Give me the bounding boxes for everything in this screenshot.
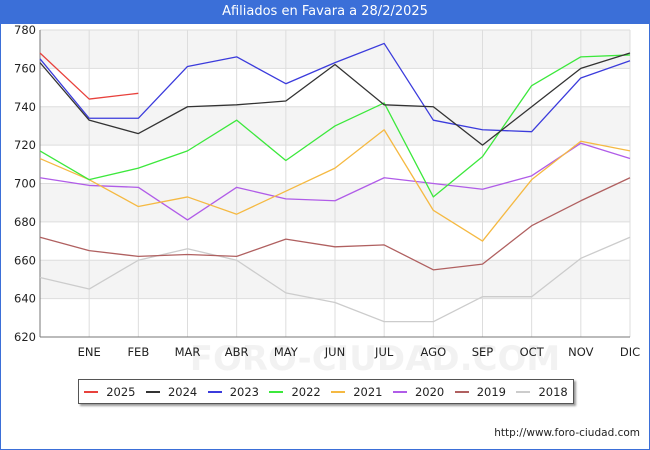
- series-line-2020: [39, 142, 631, 221]
- legend-swatch: [145, 390, 160, 393]
- legend-item-2020: 2020: [392, 384, 445, 399]
- x-tick-label: JUL: [374, 345, 394, 359]
- chart-title: Afiliados en Favara a 28/2/2025: [0, 0, 650, 24]
- legend-label: 2024: [167, 384, 198, 399]
- x-tick-label: ENE: [78, 345, 101, 359]
- x-tick-label: AGO: [421, 345, 447, 359]
- x-tick-label: ABR: [225, 345, 249, 359]
- y-tick-label: 660: [14, 253, 36, 267]
- legend-swatch: [516, 390, 531, 393]
- legend-label: 2020: [414, 384, 445, 399]
- x-tick-label: OCT: [520, 345, 545, 359]
- series-line-2023: [39, 42, 631, 133]
- legend-swatch: [207, 390, 222, 393]
- legend-label: 2025: [106, 384, 136, 399]
- y-tick-label: 700: [14, 177, 36, 191]
- legend-item-2019: 2019: [454, 384, 507, 399]
- x-tick-label: MAY: [274, 345, 299, 359]
- legend-item-2024: 2024: [145, 384, 198, 399]
- legend-label: 2022: [291, 384, 321, 399]
- legend-item-2022: 2022: [269, 384, 321, 399]
- legend-item-2025: 2025: [84, 384, 136, 399]
- x-tick-label: JUN: [324, 345, 345, 359]
- y-tick-label: 620: [14, 330, 36, 344]
- series-line-2021: [39, 129, 631, 242]
- series-line-2019: [39, 177, 631, 271]
- x-tick-label: MAR: [175, 345, 201, 359]
- y-tick-label: 720: [14, 138, 36, 152]
- legend-swatch: [331, 390, 346, 393]
- series-line-2018: [39, 236, 631, 323]
- x-tick-label: SEP: [472, 345, 494, 359]
- legend-swatch: [454, 390, 469, 393]
- y-tick-label: 740: [14, 100, 36, 114]
- footer-url: http://www.foro-ciudad.com: [494, 427, 640, 439]
- legend-label: 2021: [353, 384, 383, 399]
- x-tick-label: DIC: [620, 345, 640, 359]
- y-tick-label: 640: [14, 292, 36, 306]
- legend-label: 2018: [538, 384, 568, 399]
- series-line-2024: [39, 52, 631, 146]
- y-tick-label: 680: [14, 215, 36, 229]
- legend-swatch: [84, 390, 99, 393]
- legend-swatch: [392, 390, 407, 393]
- legend-item-2023: 2023: [207, 384, 260, 399]
- chart-legend: 2025 2024 2023 2022 2021 2020 2019 2018: [78, 379, 574, 404]
- y-tick-label: 780: [14, 23, 36, 37]
- watermark: FORO-CIUDAD.COM: [190, 339, 561, 379]
- x-tick-label: FEB: [127, 345, 149, 359]
- legend-label: 2023: [229, 384, 260, 399]
- legend-label: 2019: [476, 384, 507, 399]
- x-tick-label: NOV: [568, 345, 593, 359]
- y-tick-label: 760: [14, 61, 36, 75]
- series-line-2025: [39, 52, 139, 100]
- legend-item-2021: 2021: [331, 384, 383, 399]
- series-line-2022: [39, 54, 631, 198]
- legend-item-2018: 2018: [516, 384, 568, 399]
- legend-swatch: [269, 390, 284, 393]
